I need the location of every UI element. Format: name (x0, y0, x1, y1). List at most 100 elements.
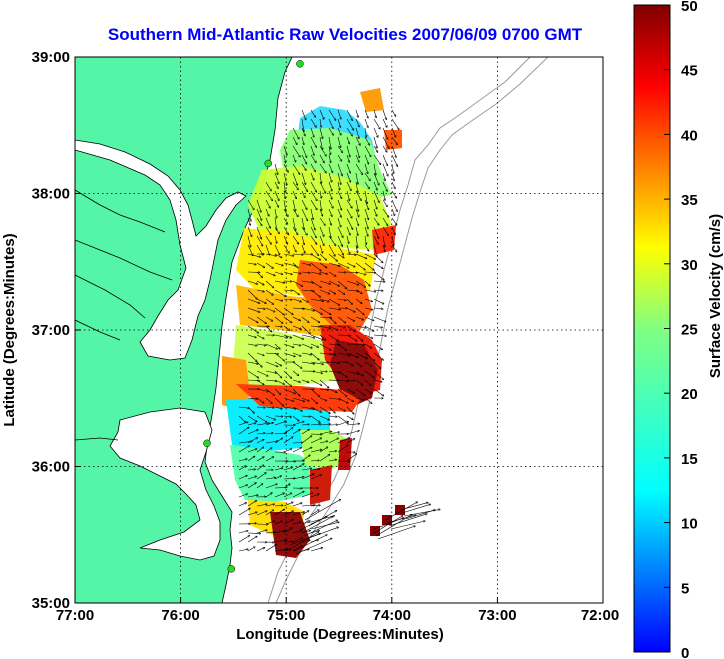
velocity-arrow (364, 352, 375, 361)
velocity-arrow (265, 441, 278, 444)
velocity-arrow (310, 475, 321, 480)
velocity-arrow (238, 459, 247, 462)
velocity-arrow (364, 361, 372, 366)
velocity-arrow (373, 226, 379, 238)
velocity-arrow (328, 127, 333, 135)
velocity-arrow (265, 181, 271, 191)
velocity-arrow (319, 432, 331, 435)
velocity-arrow (274, 361, 281, 366)
velocity-arrow (319, 262, 327, 268)
velocity-arrow (346, 298, 352, 304)
velocity-arrow (256, 316, 266, 324)
velocity-arrow (346, 208, 352, 218)
velocity-arrow (292, 422, 304, 426)
colorbar-tick-label: 30 (681, 257, 698, 274)
velocity-arrow (328, 307, 340, 310)
velocity-arrow (346, 415, 353, 420)
velocity-arrow (274, 343, 280, 349)
velocity-arrow (337, 190, 342, 199)
y-tick-label: 37:00 (32, 322, 70, 339)
velocity-arrow (301, 181, 308, 191)
velocity-arrow (310, 190, 317, 201)
velocity-arrow (319, 244, 323, 253)
velocity-arrow (292, 361, 302, 368)
velocity-arrow (247, 343, 257, 346)
velocity-arrow (301, 474, 314, 480)
velocity-arrow (283, 388, 295, 394)
velocity-arrow (364, 280, 370, 286)
velocity-arrow (364, 316, 374, 321)
velocity-arrow (364, 208, 369, 219)
velocity-arrow (301, 424, 309, 425)
velocity-arrow (310, 343, 318, 347)
velocity-arrow (238, 485, 248, 489)
velocity-arrow (301, 163, 306, 170)
velocity-arrow (301, 447, 312, 453)
velocity-arrow (346, 199, 352, 208)
velocity-arrow (292, 262, 298, 268)
velocity-arrow (265, 343, 277, 349)
velocity-arrow (355, 199, 358, 211)
velocity-arrow (274, 244, 280, 255)
velocity-arrow (310, 522, 339, 530)
velocity-arrow (265, 370, 276, 373)
velocity-arrow (247, 406, 254, 413)
velocity-arrow (388, 514, 427, 527)
velocity-arrow (337, 370, 347, 377)
station-markers (203, 60, 304, 573)
velocity-arrow (256, 397, 264, 403)
velocity-arrow (308, 511, 337, 527)
velocity-arrow (289, 534, 320, 546)
velocity-arrow (328, 298, 340, 305)
velocity-arrow (238, 466, 246, 471)
velocity-arrow (265, 235, 271, 244)
velocity-arrow (328, 397, 341, 400)
velocity-arrow (355, 253, 367, 259)
velocity-arrow (328, 451, 336, 452)
velocity-arrow (283, 484, 290, 489)
velocity-arrow (247, 280, 257, 284)
velocity-arrow (256, 334, 264, 339)
velocity-arrow (328, 154, 331, 163)
velocity-arrow (310, 289, 320, 297)
velocity-arrow (382, 163, 388, 176)
velocity-arrow (319, 181, 326, 193)
velocity-arrow (310, 307, 322, 314)
velocity-arrow (328, 370, 341, 373)
velocity-arrow (328, 199, 333, 208)
velocity-arrow (373, 379, 382, 382)
velocity-arrow (337, 280, 346, 289)
velocity-arrow (301, 416, 310, 417)
velocity-arrow (238, 531, 248, 534)
velocity-arrow (293, 535, 327, 552)
velocity-arrow (373, 253, 383, 263)
velocity-arrow (256, 352, 264, 355)
velocity-arrow (274, 253, 282, 258)
velocity-arrow (247, 217, 250, 225)
velocity-arrow (292, 352, 301, 356)
velocity-arrow (346, 254, 356, 255)
velocity-arrow (283, 163, 288, 172)
velocity-arrow (328, 438, 338, 444)
velocity-arrow (238, 475, 247, 480)
y-tick-label: 35:00 (32, 595, 70, 612)
velocity-arrow (292, 226, 298, 235)
velocity-arrow (337, 172, 341, 184)
velocity-arrow (256, 217, 262, 225)
velocity-arrow (364, 343, 372, 348)
velocity-arrow (274, 531, 285, 534)
velocity-arrow (310, 505, 320, 506)
velocity-arrow (391, 244, 397, 252)
velocity-arrow (355, 280, 365, 287)
velocity-arrow (390, 521, 425, 530)
velocity-arrow (373, 163, 376, 175)
velocity-arrow (292, 464, 304, 471)
velocity-arrow (292, 477, 304, 480)
velocity-arrow (337, 136, 341, 148)
velocity-arrow (364, 199, 369, 210)
velocity-arrow (247, 495, 258, 498)
velocity-arrow (373, 145, 378, 152)
velocity-arrow (265, 521, 275, 525)
velocity-arrow (292, 199, 296, 211)
